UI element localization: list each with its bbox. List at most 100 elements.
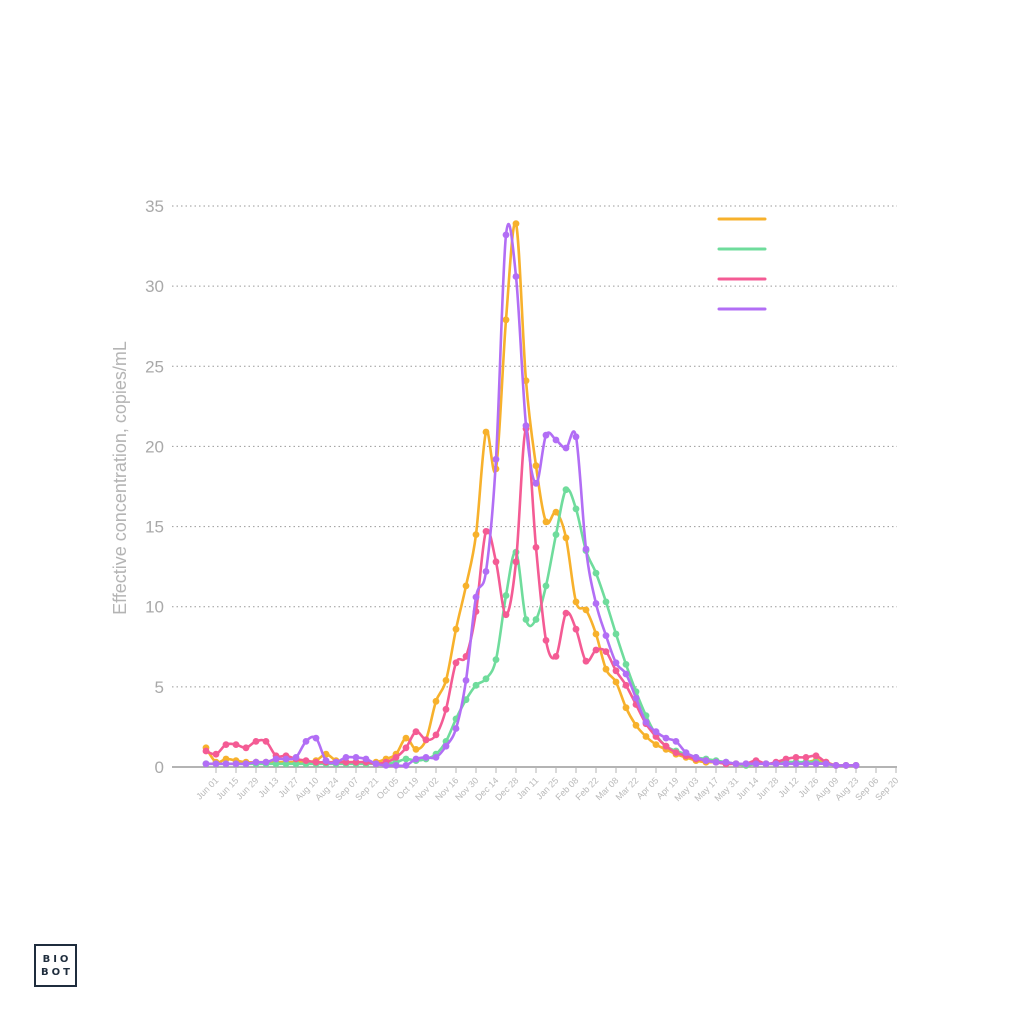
data-point xyxy=(702,757,710,764)
data-point xyxy=(482,528,490,535)
data-point xyxy=(822,760,830,768)
data-point xyxy=(322,757,330,764)
data-point xyxy=(442,742,450,750)
data-point xyxy=(852,762,860,769)
data-point xyxy=(532,616,540,623)
data-point xyxy=(842,762,850,769)
data-point xyxy=(492,656,500,663)
data-point xyxy=(522,422,530,429)
data-point xyxy=(272,755,280,763)
data-point xyxy=(502,611,510,619)
data-point xyxy=(712,758,720,766)
data-point xyxy=(772,760,780,768)
data-point xyxy=(352,754,360,761)
data-point xyxy=(402,744,410,752)
data-point xyxy=(402,734,410,742)
data-point xyxy=(512,220,520,228)
data-point xyxy=(552,653,560,660)
data-point xyxy=(582,545,590,553)
data-point xyxy=(762,760,770,768)
data-point xyxy=(552,436,560,444)
y-tick-label: 25 xyxy=(145,357,164,376)
data-point xyxy=(302,757,310,764)
data-point xyxy=(402,755,410,763)
data-point xyxy=(462,582,470,590)
data-point xyxy=(562,444,570,452)
data-point xyxy=(802,760,810,768)
biobot-logo: BIO BOT xyxy=(34,944,77,987)
data-point xyxy=(492,455,500,463)
data-point xyxy=(592,630,600,638)
data-point xyxy=(652,741,660,748)
x-tick-label: Mar 22 xyxy=(614,775,641,802)
data-point xyxy=(332,758,340,766)
data-point xyxy=(752,760,760,768)
data-point xyxy=(582,606,590,614)
data-point xyxy=(412,728,420,736)
data-point xyxy=(522,616,530,623)
data-point xyxy=(262,738,270,745)
y-tick-label: 0 xyxy=(155,758,164,777)
data-point xyxy=(602,632,610,639)
data-point xyxy=(232,741,240,748)
data-point xyxy=(572,625,580,633)
series-line xyxy=(204,427,858,767)
data-point xyxy=(682,749,690,756)
data-point xyxy=(362,755,370,763)
x-tick-label: Jul 12 xyxy=(776,775,800,799)
data-point xyxy=(582,657,590,665)
data-point xyxy=(642,733,650,740)
data-point xyxy=(222,760,230,768)
data-point xyxy=(652,728,660,736)
y-axis-label: Effective concentration, copies/mL xyxy=(110,341,130,615)
data-point xyxy=(402,762,410,769)
data-point xyxy=(672,738,680,745)
y-tick-label: 10 xyxy=(145,598,164,617)
data-point xyxy=(622,681,630,689)
logo-line-2: BOT xyxy=(41,966,73,978)
x-tick-label: Jun 29 xyxy=(234,775,260,801)
data-point xyxy=(242,744,250,752)
data-point xyxy=(412,755,420,763)
data-point xyxy=(472,531,480,538)
data-point xyxy=(732,760,740,768)
data-point xyxy=(372,760,380,768)
data-point xyxy=(572,598,580,606)
data-point xyxy=(542,582,550,590)
data-point xyxy=(612,667,620,675)
data-point xyxy=(662,734,670,742)
data-point xyxy=(722,758,730,766)
data-point xyxy=(532,479,540,487)
data-point xyxy=(572,505,580,513)
data-point xyxy=(212,760,220,768)
data-point xyxy=(622,661,630,668)
data-point xyxy=(342,758,350,766)
data-point xyxy=(592,646,600,654)
data-point xyxy=(222,755,230,763)
data-point xyxy=(472,681,480,689)
data-point xyxy=(602,648,610,655)
series-2 xyxy=(202,486,860,769)
data-point xyxy=(262,758,270,766)
data-point xyxy=(592,569,600,577)
data-point xyxy=(742,760,750,768)
data-point xyxy=(482,428,490,436)
data-point xyxy=(222,741,230,748)
data-point xyxy=(802,754,810,761)
data-point xyxy=(502,592,510,599)
data-point xyxy=(392,762,400,769)
data-point xyxy=(532,462,540,470)
series-4 xyxy=(202,222,860,769)
data-point xyxy=(202,747,210,755)
data-point xyxy=(512,273,520,280)
data-point xyxy=(572,433,580,441)
data-point xyxy=(312,734,320,742)
data-point xyxy=(482,675,490,683)
data-point xyxy=(542,637,550,644)
x-tick-label: Jun 28 xyxy=(754,775,780,801)
data-point xyxy=(292,754,300,761)
data-point xyxy=(272,760,280,768)
data-point xyxy=(282,755,290,763)
data-point xyxy=(622,704,630,712)
